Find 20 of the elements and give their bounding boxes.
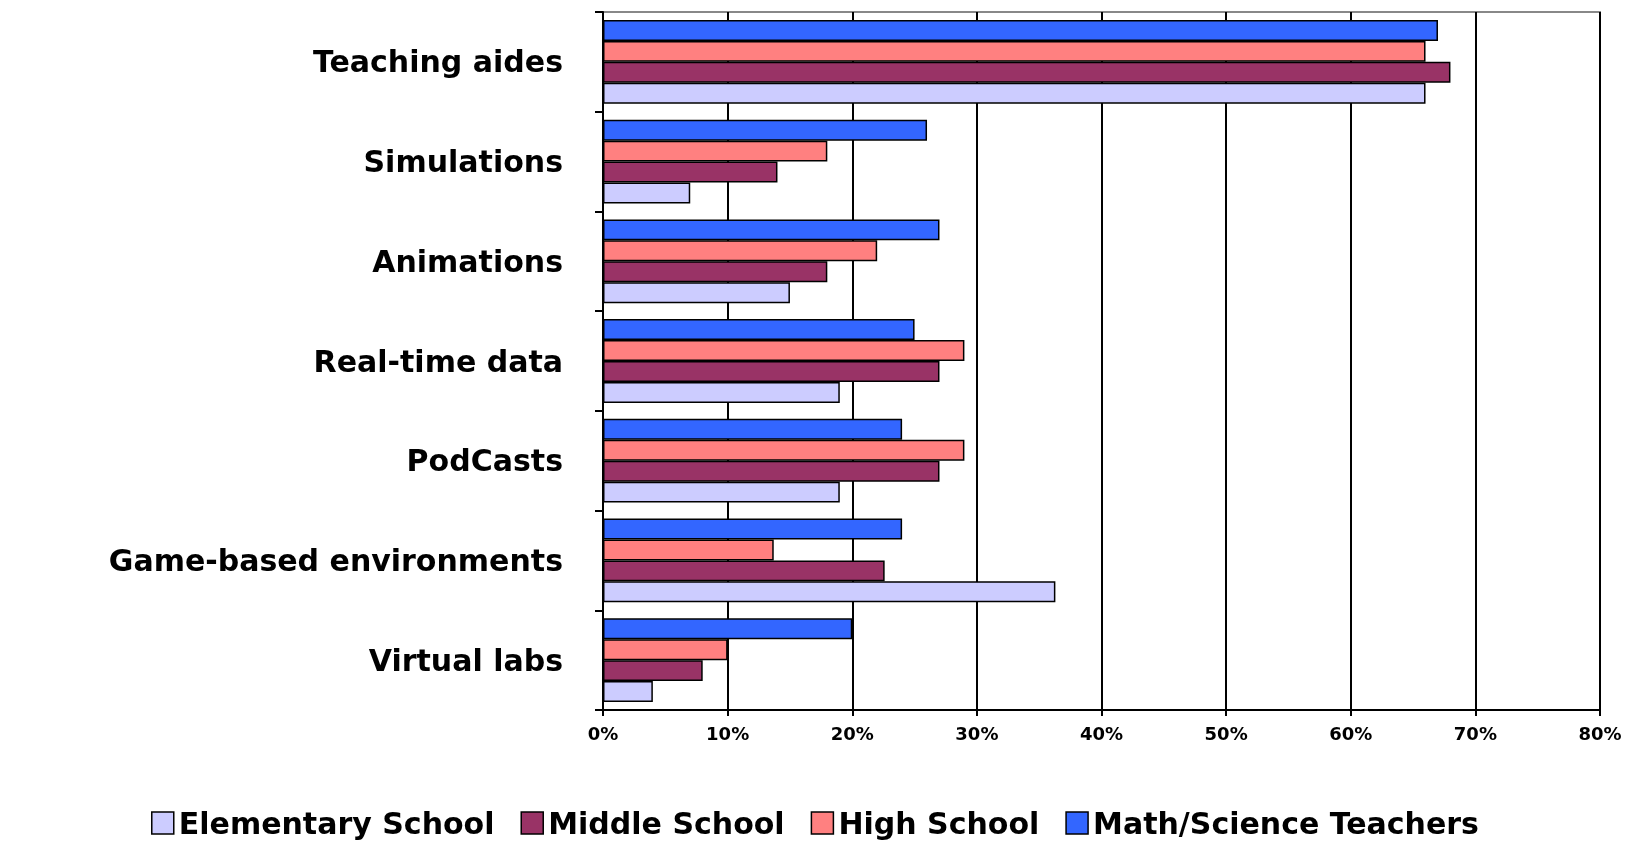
x-tick-label: 0% [587,722,619,744]
y-tick-label: Teaching aides [313,44,563,80]
y-tick-label: Virtual labs [368,642,563,678]
x-tick-label: 70% [1453,722,1497,744]
y-tick-label: Real-time data [313,343,563,379]
x-tick-label: 30% [955,722,999,744]
x-tick-label: 40% [1079,722,1124,744]
legend-label: Math/Science Teachers [1093,805,1479,841]
y-tick-label: Game-based environments [108,542,563,578]
x-tick-label: 10% [706,722,750,744]
legend-label: High School [838,805,1040,841]
y-tick-label: PodCasts [406,443,563,479]
y-tick-label: Simulations [363,144,563,180]
x-tick-label: 60% [1329,722,1373,744]
y-tick-label: Animations [372,243,563,279]
x-tick-label: 80% [1578,722,1622,744]
legend-label: Middle School [548,805,785,841]
x-tick-label: 50% [1204,722,1248,744]
x-tick-label: 20% [830,722,874,744]
legend-label: Elementary School [178,805,495,841]
